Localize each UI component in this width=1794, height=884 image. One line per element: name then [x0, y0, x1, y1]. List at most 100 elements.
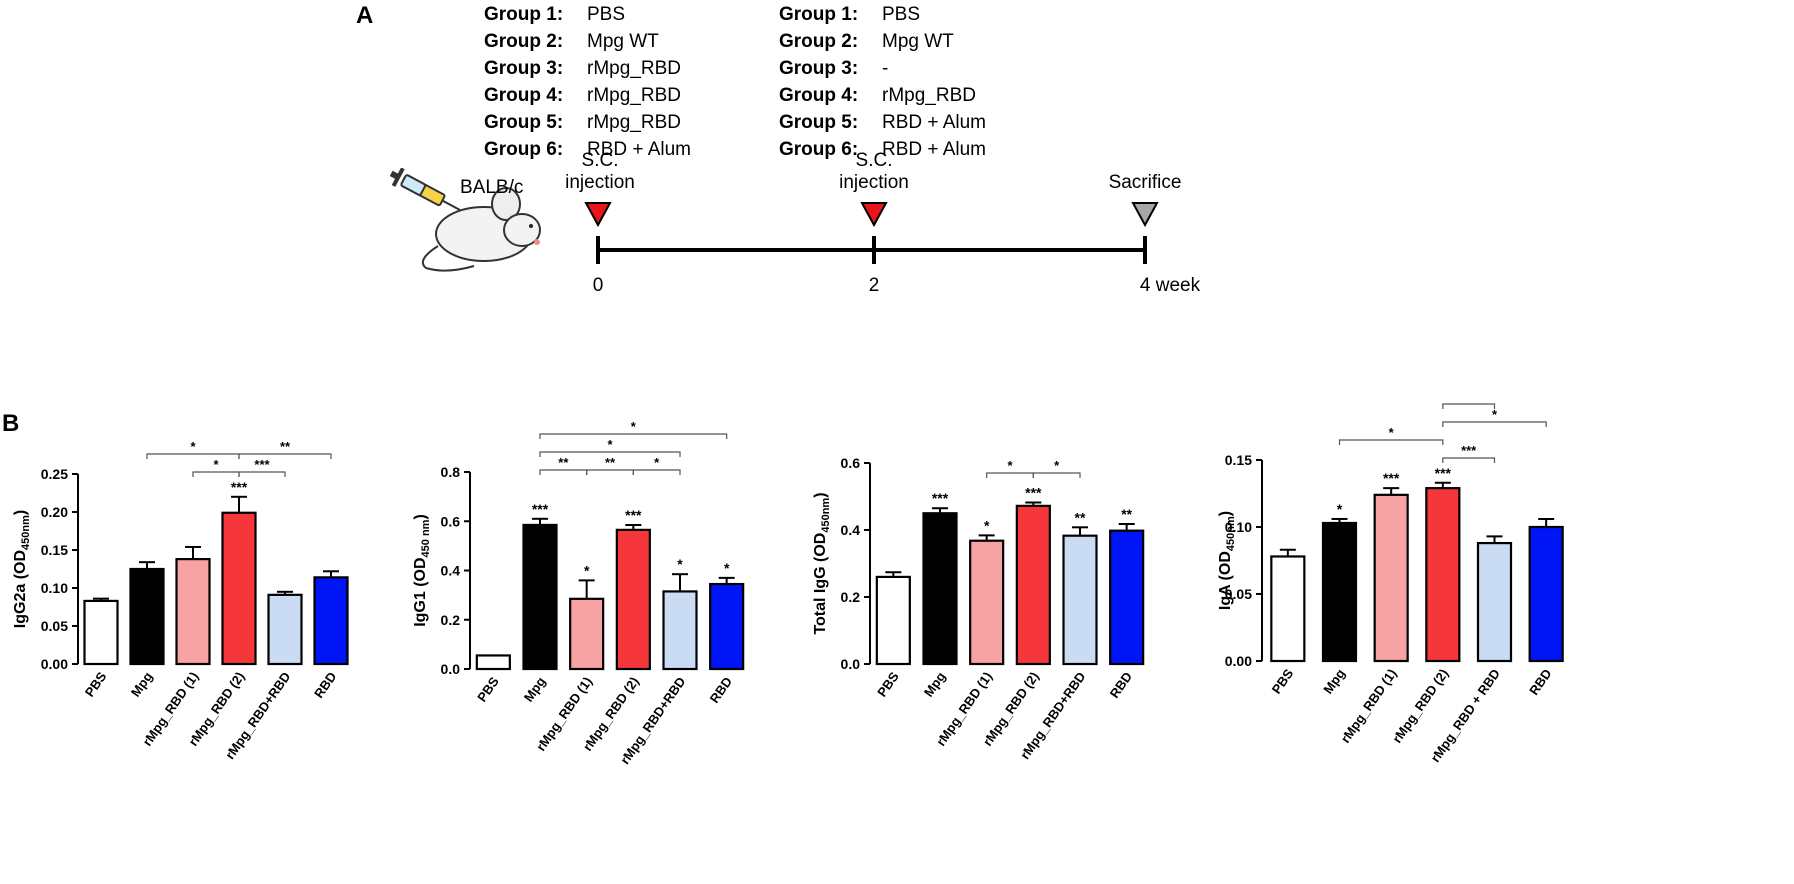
y-tick-label: 0.0	[841, 656, 861, 672]
bar-0	[475, 654, 511, 671]
y-axis-label: IgA (OD450nm)	[1217, 511, 1237, 610]
category-label: Mpg	[128, 669, 156, 700]
panel-b-letter: B	[2, 410, 20, 437]
comparison-bracket	[632, 469, 681, 475]
significance-star: ***	[1435, 465, 1452, 481]
week-label-0: 0	[592, 275, 604, 296]
comparison-bracket	[1442, 421, 1547, 427]
group-label: Group 6:	[779, 139, 859, 160]
group-label: Group 2:	[779, 31, 859, 52]
group-label: Group 1:	[484, 4, 564, 25]
bar-3	[221, 511, 257, 666]
mouse-strain-label: BALB/c	[460, 177, 524, 198]
y-tick-label: 0.0	[441, 661, 461, 677]
bar-0	[875, 575, 911, 666]
schedule-left: Group 1: PBS Group 2: Mpg WT Group 3: rMpg_RB…	[484, 1, 691, 163]
injection-marker-2	[860, 202, 888, 228]
bar-5	[1109, 529, 1145, 666]
category-label: PBS	[82, 669, 110, 700]
group-treatment: -	[882, 58, 889, 79]
comparison-bracket	[146, 453, 240, 459]
bar-1	[1321, 521, 1358, 663]
bar-4	[1062, 534, 1098, 666]
group-treatment: RBD + Alum	[587, 139, 692, 160]
comparison-label: *	[1389, 425, 1395, 440]
bar-5	[1528, 525, 1564, 663]
schedule-row: Group 1: PBS	[779, 1, 986, 28]
significance-star: **	[1075, 509, 1086, 525]
group-treatment: RBD + Alum	[882, 139, 987, 160]
bar-3	[1015, 504, 1051, 666]
y-tick-label: 0.8	[441, 464, 461, 480]
schedule-row: Group 4: rMpg_RBD	[484, 82, 691, 109]
event-3-line1: Sacrifice	[1108, 172, 1182, 193]
category-label: PBS	[474, 674, 502, 705]
comparison-bracket	[1032, 472, 1081, 478]
comparison-bracket	[238, 453, 332, 459]
comparison-bracket	[238, 471, 286, 477]
event-1-label: S.C. injection	[560, 150, 640, 194]
comparison-label: **	[558, 455, 569, 470]
comparison-label: *	[1054, 458, 1060, 473]
y-tick-label: 0.6	[841, 455, 861, 471]
group-treatment: rMpg_RBD	[587, 112, 681, 133]
comparison-bracket	[1442, 457, 1496, 463]
comparison-label: **	[1464, 400, 1475, 404]
y-axis-label: IgG2a (OD450nm)	[12, 510, 32, 628]
y-tick-label: 0.00	[1225, 653, 1252, 669]
comparison-bracket	[986, 472, 1034, 478]
significance-star: *	[584, 562, 590, 578]
significance-star: ***	[1383, 470, 1400, 486]
y-tick-label: 0.15	[41, 542, 68, 558]
schedule-row: Group 6: RBD + Alum	[779, 136, 986, 163]
comparison-label: *	[190, 439, 196, 454]
group-treatment: rMpg_RBD	[882, 85, 976, 106]
comparison-bracket	[539, 433, 728, 439]
group-treatment: rMpg_RBD	[587, 85, 681, 106]
injection-marker-1	[584, 202, 612, 228]
y-tick-label: 0.6	[441, 513, 461, 529]
group-treatment: rMpg_RBD	[587, 58, 681, 79]
y-tick-label: 0.05	[41, 618, 68, 634]
group-label: Group 5:	[484, 112, 564, 133]
igg2a-chart: 0.00 0.05 0.10 0.15 0.20 0.25 IgG2a (OD450nm) P…	[12, 439, 349, 762]
y-tick-label: 0.10	[41, 580, 68, 596]
comparison-bracket	[539, 469, 588, 475]
schedule-row: Group 3: rMpg_RBD	[484, 55, 691, 82]
bar-3	[615, 528, 651, 671]
bar-1	[922, 512, 958, 666]
bar-0	[83, 599, 119, 666]
group-label: Group 5:	[779, 112, 859, 133]
event-2-line1: S.C.	[855, 150, 893, 171]
comparison-label: *	[631, 420, 637, 434]
comparison-bracket	[586, 469, 634, 475]
bar-5	[313, 576, 349, 666]
schedule-row: Group 1: PBS	[484, 1, 691, 28]
schedule-row: Group 6: RBD + Alum	[484, 136, 691, 163]
category-label: Mpg	[921, 669, 949, 700]
bar-4	[267, 593, 303, 666]
y-tick-label: 0.4	[841, 522, 861, 538]
y-tick-label: 0.10	[1225, 519, 1252, 535]
group-label: Group 4:	[484, 85, 564, 106]
group-label: Group 1:	[779, 4, 859, 25]
significance-star: ***	[625, 507, 642, 523]
y-tick-label: 0.25	[41, 466, 68, 482]
comparison-label: ***	[254, 457, 270, 472]
significance-star: ***	[932, 490, 949, 506]
comparison-bracket	[192, 471, 240, 477]
bar-5	[709, 582, 745, 671]
y-tick-label: 0.2	[841, 589, 861, 605]
schedule-row: Group 5: rMpg_RBD	[484, 109, 691, 136]
timeline	[584, 202, 1159, 264]
category-label: Mpg	[521, 674, 549, 705]
comparison-label: **	[605, 455, 616, 470]
event-1-line2: injection	[565, 172, 635, 193]
group-treatment: PBS	[882, 4, 921, 25]
category-label: RBD	[707, 674, 735, 706]
bar-3	[1425, 487, 1461, 663]
comparison-label: *	[654, 455, 660, 470]
schedule-row: Group 2: Mpg WT	[779, 28, 986, 55]
bar-2	[569, 597, 605, 671]
event-3-label: Sacrifice	[1095, 172, 1195, 194]
